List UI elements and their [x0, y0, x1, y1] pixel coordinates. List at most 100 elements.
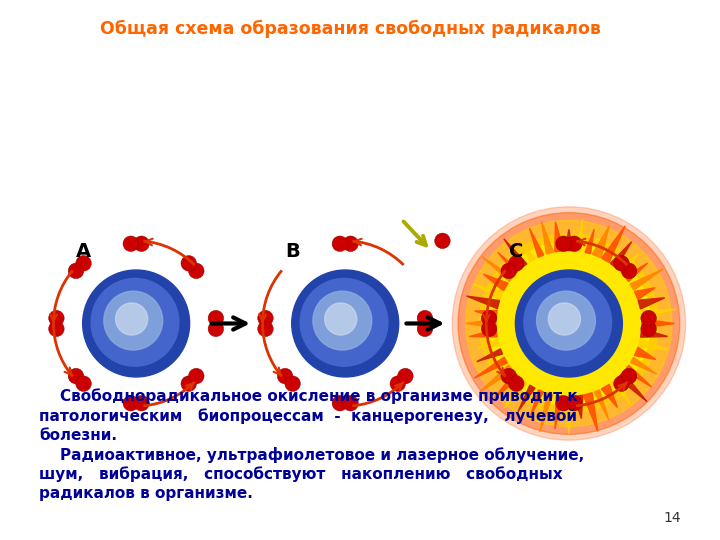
Polygon shape — [611, 380, 632, 406]
Polygon shape — [480, 365, 513, 392]
Circle shape — [68, 263, 84, 279]
Circle shape — [452, 207, 685, 440]
Circle shape — [285, 376, 300, 392]
Polygon shape — [469, 329, 497, 337]
Text: Радиоактивное, ультрафиолетовое и лазерное облучение,: Радиоактивное, ультрафиолетовое и лазерн… — [39, 447, 584, 463]
Circle shape — [501, 263, 516, 279]
Polygon shape — [641, 309, 676, 317]
Ellipse shape — [300, 279, 388, 366]
Polygon shape — [484, 274, 508, 291]
Polygon shape — [540, 393, 553, 432]
Ellipse shape — [549, 303, 580, 335]
Polygon shape — [529, 228, 544, 257]
Circle shape — [417, 310, 433, 326]
Text: радикалов в организме.: радикалов в организме. — [39, 486, 253, 501]
Polygon shape — [504, 239, 527, 267]
Polygon shape — [474, 357, 508, 378]
Polygon shape — [631, 357, 657, 374]
Ellipse shape — [313, 291, 372, 350]
Circle shape — [613, 376, 629, 392]
Ellipse shape — [536, 291, 595, 350]
Circle shape — [181, 376, 197, 392]
Circle shape — [417, 321, 433, 336]
Ellipse shape — [325, 303, 357, 335]
Circle shape — [208, 321, 224, 336]
Ellipse shape — [83, 270, 189, 377]
Ellipse shape — [116, 303, 148, 335]
Polygon shape — [541, 221, 554, 254]
Circle shape — [480, 234, 658, 413]
Ellipse shape — [292, 270, 399, 377]
Polygon shape — [574, 395, 582, 418]
Ellipse shape — [104, 291, 163, 350]
Circle shape — [390, 376, 405, 392]
Circle shape — [49, 321, 64, 336]
Circle shape — [508, 255, 524, 271]
Circle shape — [466, 220, 672, 427]
Circle shape — [487, 242, 651, 405]
Circle shape — [621, 368, 636, 384]
Circle shape — [134, 236, 149, 252]
Polygon shape — [583, 393, 598, 431]
Text: C: C — [508, 242, 523, 261]
Polygon shape — [518, 385, 535, 411]
Circle shape — [68, 368, 84, 384]
Circle shape — [435, 233, 450, 248]
Circle shape — [208, 310, 224, 326]
Circle shape — [567, 236, 582, 252]
Circle shape — [277, 368, 293, 384]
Polygon shape — [630, 269, 663, 290]
Polygon shape — [495, 372, 520, 398]
Text: болезни.: болезни. — [39, 428, 117, 443]
Circle shape — [76, 255, 91, 271]
Circle shape — [397, 368, 413, 384]
Circle shape — [641, 310, 657, 326]
Circle shape — [501, 368, 516, 384]
Polygon shape — [639, 339, 668, 350]
Circle shape — [458, 213, 680, 434]
Circle shape — [189, 263, 204, 279]
Polygon shape — [482, 257, 513, 281]
Circle shape — [482, 310, 497, 326]
Circle shape — [181, 255, 197, 271]
Circle shape — [332, 236, 348, 252]
Polygon shape — [555, 395, 562, 429]
Ellipse shape — [524, 279, 611, 366]
Circle shape — [567, 395, 582, 411]
Circle shape — [641, 321, 657, 336]
Circle shape — [49, 310, 64, 326]
Text: шум,   вибрация,   способствуют   накоплению   свободных: шум, вибрация, способствуют накоплению с… — [39, 467, 562, 482]
Circle shape — [123, 236, 138, 252]
Polygon shape — [618, 254, 639, 274]
Polygon shape — [634, 288, 655, 300]
Polygon shape — [554, 222, 564, 252]
Circle shape — [482, 321, 497, 336]
Polygon shape — [601, 384, 618, 408]
Polygon shape — [611, 241, 631, 268]
Polygon shape — [594, 390, 609, 420]
Circle shape — [76, 376, 91, 392]
Polygon shape — [602, 226, 625, 262]
Polygon shape — [641, 329, 667, 337]
Polygon shape — [474, 310, 497, 318]
Polygon shape — [504, 380, 527, 408]
Circle shape — [134, 395, 149, 411]
Polygon shape — [565, 230, 572, 251]
Circle shape — [343, 236, 359, 252]
Polygon shape — [474, 284, 503, 300]
Polygon shape — [466, 319, 496, 328]
Text: A: A — [76, 242, 91, 261]
Ellipse shape — [91, 279, 179, 366]
Circle shape — [613, 255, 629, 271]
Polygon shape — [530, 390, 544, 417]
Polygon shape — [467, 296, 500, 309]
Text: патологическим   биопроцессам  -  канцерогенезу,   лучевой: патологическим биопроцессам - канцероген… — [39, 408, 577, 424]
Text: 14: 14 — [663, 511, 680, 525]
Polygon shape — [522, 242, 535, 262]
Polygon shape — [618, 372, 647, 402]
Circle shape — [343, 395, 359, 411]
Polygon shape — [498, 252, 519, 274]
Polygon shape — [625, 365, 652, 387]
Text: Общая схема образования свободных радикалов: Общая схема образования свободных радика… — [99, 20, 600, 38]
Circle shape — [508, 376, 524, 392]
